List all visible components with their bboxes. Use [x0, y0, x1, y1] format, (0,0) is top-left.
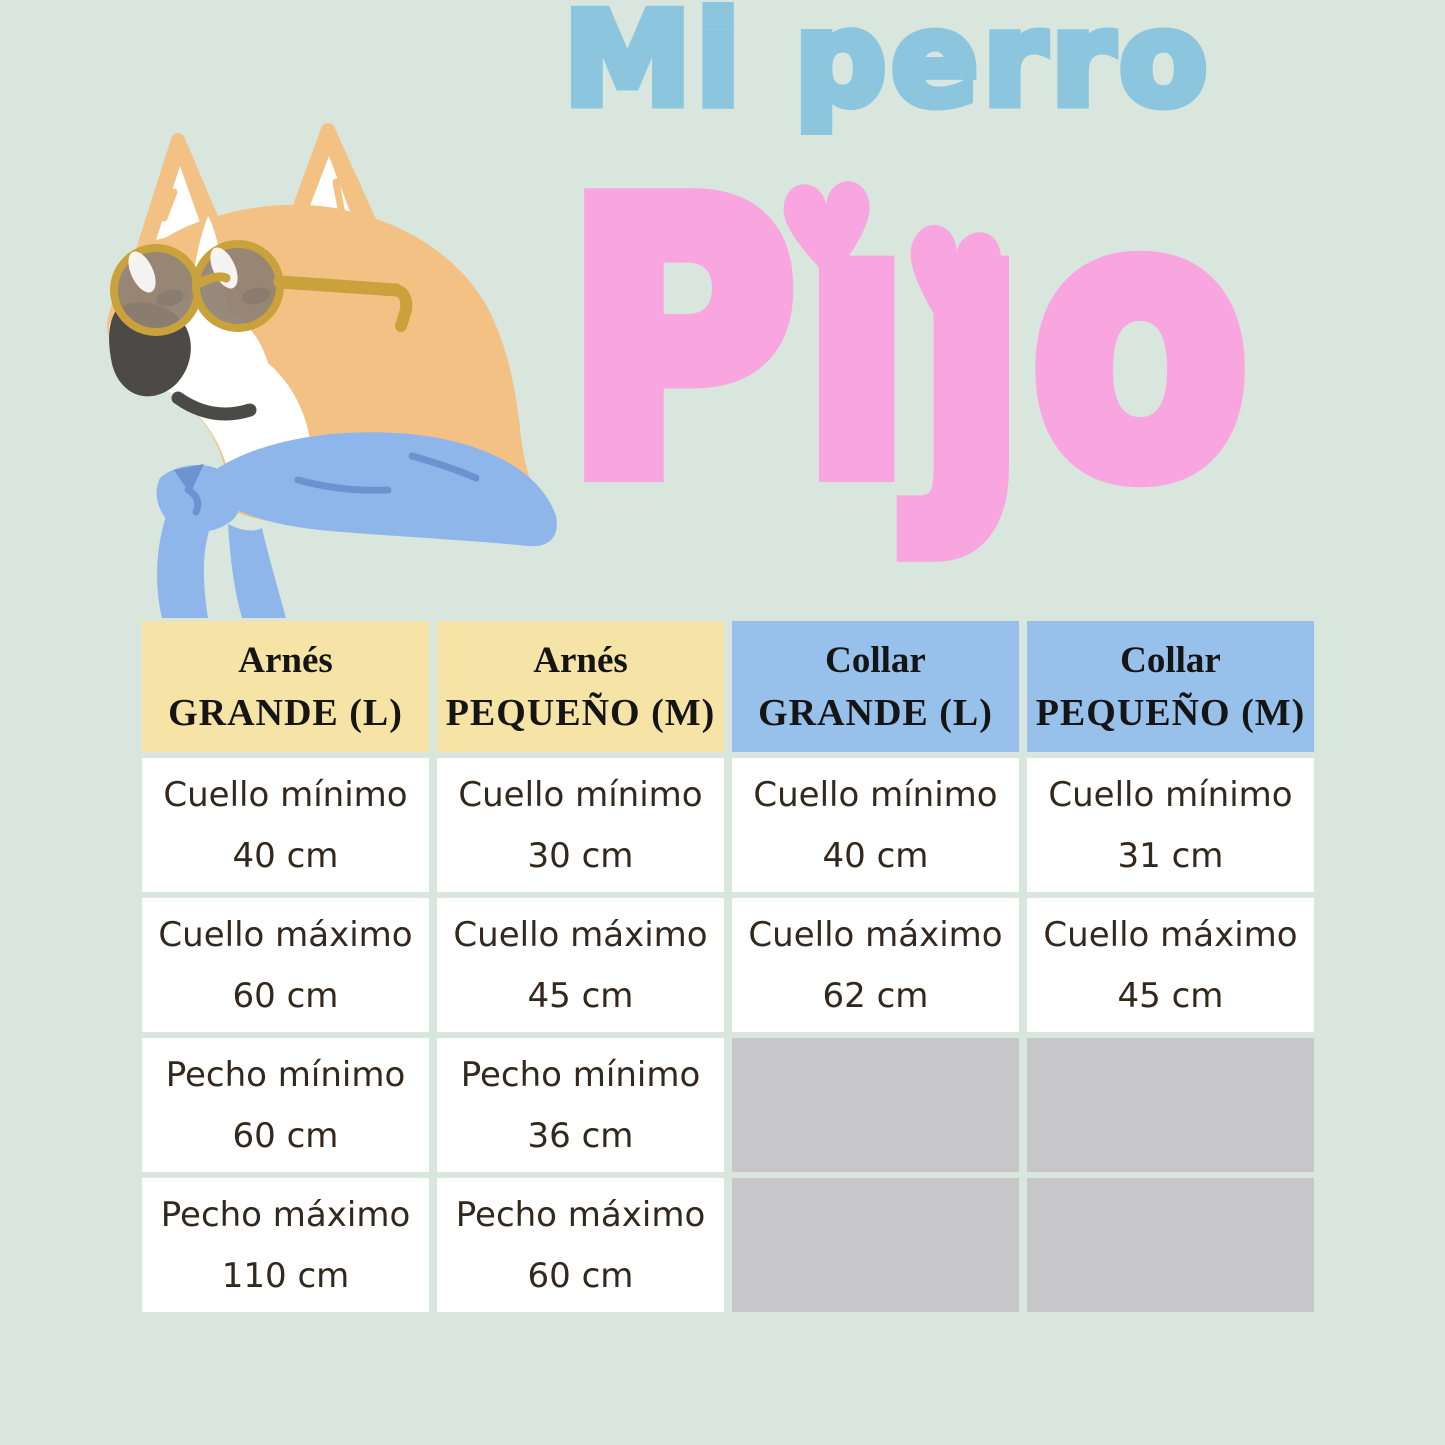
cell-label: Cuello mínimo: [458, 774, 703, 815]
table-cell-empty: [732, 1038, 1019, 1172]
cell-value: 110 cm: [221, 1255, 350, 1296]
table-cell: Cuello mínimo 31 cm: [1027, 758, 1314, 892]
cell-label: Pecho máximo: [455, 1194, 706, 1235]
table-cell: Cuello máximo 45 cm: [1027, 898, 1314, 1032]
table-cell: Pecho máximo 60 cm: [437, 1178, 724, 1312]
heart-icon: [910, 225, 1001, 332]
table-cell: Pecho mínimo 60 cm: [142, 1038, 429, 1172]
table-cell: Cuello mínimo 40 cm: [142, 758, 429, 892]
header-cell-arnes-pequeno: Arnés PEQUEÑO (M): [437, 621, 724, 752]
header-size: PEQUEÑO (M): [1035, 691, 1306, 734]
table-cell-empty: [732, 1178, 1019, 1312]
cell-value: 60 cm: [232, 1115, 339, 1156]
table-cell: Pecho máximo 110 cm: [142, 1178, 429, 1312]
cell-value: 60 cm: [232, 975, 339, 1016]
table-cell: Cuello máximo 62 cm: [732, 898, 1019, 1032]
header-product: Arnés: [238, 639, 333, 681]
cell-value: 60 cm: [527, 1255, 634, 1296]
header-cell-collar-grande: Collar GRANDE (L): [732, 621, 1019, 752]
cell-label: Pecho mínimo: [460, 1054, 701, 1095]
header-product: Collar: [825, 639, 926, 681]
heart-icon: [783, 181, 870, 282]
brand-title-line2-text: Pıȷo: [555, 128, 1258, 558]
cell-value: 45 cm: [1117, 975, 1224, 1016]
cell-label: Pecho máximo: [160, 1194, 411, 1235]
cell-label: Cuello máximo: [748, 914, 1003, 955]
brand-title-line1: Mi perro: [559, 0, 1213, 140]
header-cell-collar-pequeno: Collar PEQUEÑO (M): [1027, 621, 1314, 752]
dog-mouth: [171, 391, 257, 421]
cell-value: 40 cm: [232, 835, 339, 876]
dog-mascot-illustration: [107, 123, 557, 618]
header-size: PEQUEÑO (M): [445, 691, 716, 734]
cell-label: Cuello mínimo: [163, 774, 408, 815]
cell-value: 40 cm: [822, 835, 929, 876]
table-cell: Cuello mínimo 40 cm: [732, 758, 1019, 892]
table-cell: Pecho mínimo 36 cm: [437, 1038, 724, 1172]
cell-label: Cuello máximo: [158, 914, 413, 955]
brand-title-line2: Pıȷo: [555, 146, 1258, 540]
table-cell: Cuello máximo 60 cm: [142, 898, 429, 1032]
header-cell-arnes-grande: Arnés GRANDE (L): [142, 621, 429, 752]
cell-value: 31 cm: [1117, 835, 1224, 876]
table-cell-empty: [1027, 1178, 1314, 1312]
bandana: [156, 432, 557, 618]
size-table: Arnés GRANDE (L) Arnés PEQUEÑO (M) Colla…: [142, 621, 1314, 1312]
table-cell: Cuello mínimo 30 cm: [437, 758, 724, 892]
cell-value: 45 cm: [527, 975, 634, 1016]
header-product: Arnés: [533, 639, 628, 681]
header-size: GRANDE (L): [168, 691, 403, 734]
cell-value: 62 cm: [822, 975, 929, 1016]
cell-label: Cuello mínimo: [1048, 774, 1293, 815]
cell-label: Cuello mínimo: [753, 774, 998, 815]
cell-value: 36 cm: [527, 1115, 634, 1156]
sunglasses-icon: [110, 240, 413, 336]
cell-label: Cuello máximo: [1043, 914, 1298, 955]
cell-label: Cuello máximo: [453, 914, 708, 955]
cell-value: 30 cm: [527, 835, 634, 876]
header-product: Collar: [1120, 639, 1221, 681]
table-cell: Cuello máximo 45 cm: [437, 898, 724, 1032]
cell-label: Pecho mínimo: [165, 1054, 406, 1095]
header-size: GRANDE (L): [758, 691, 993, 734]
table-cell-empty: [1027, 1038, 1314, 1172]
